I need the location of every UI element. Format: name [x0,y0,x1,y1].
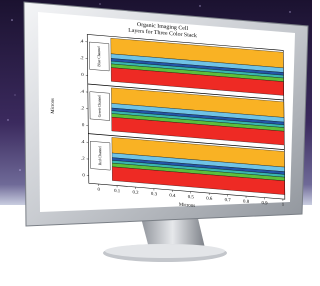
x-tick-label: 0.6 [206,197,213,202]
x-tick-label: 0.4 [169,194,176,199]
x-tick-label: 0.9 [261,201,268,206]
channel-label: Blue Channel [97,46,101,67]
x-tick-label: 0.7 [225,198,232,203]
x-tick-label: 0.3 [151,192,158,197]
x-tick-label: 0.8 [243,200,250,205]
channel-label: Green Channel [97,95,101,118]
y-axis-label: Microns [51,98,56,114]
layers: Blue Channel Green Channel Red Channel [87,36,285,194]
stand-base-top [105,244,225,258]
channel-label: Red Channel [98,146,102,166]
x-tick-label: 0.2 [132,191,139,196]
page: Organic Imaging Cell Layers for Three Co… [0,0,312,286]
x-tick-label: 0.1 [114,189,121,194]
x-tick-label: 0.5 [188,195,195,200]
scene: Organic Imaging Cell Layers for Three Co… [0,0,312,286]
